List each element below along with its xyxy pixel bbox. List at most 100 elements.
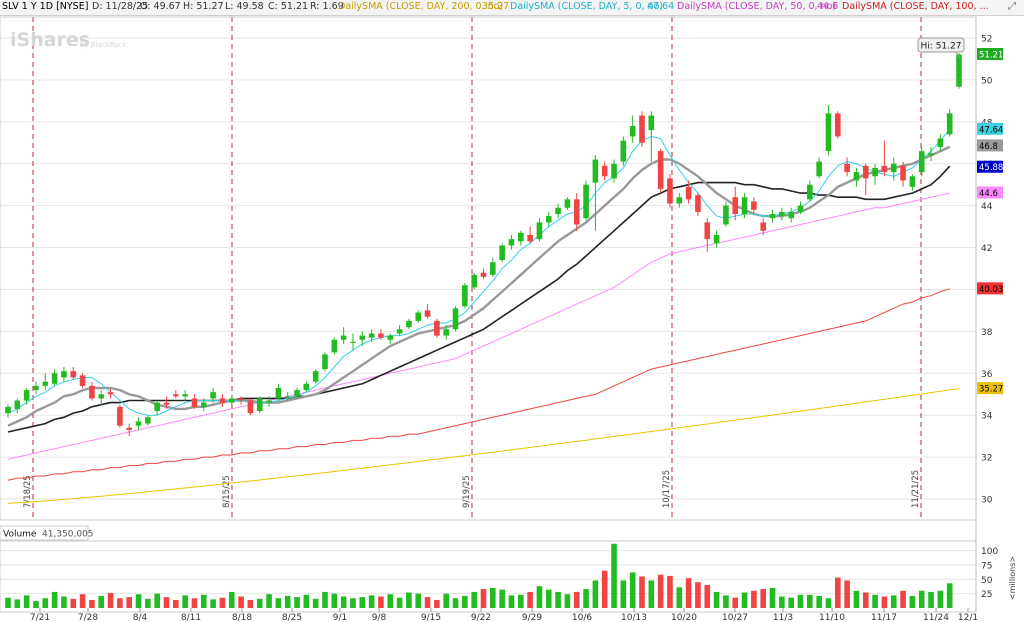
sma100-label[interactable]: DailySMA (CLOSE, DAY, 100, ... — [842, 1, 989, 12]
candle-body — [881, 165, 888, 173]
candle-body — [946, 113, 953, 135]
sma5-value: 47.64 — [647, 1, 675, 12]
volume-bar — [5, 597, 11, 608]
candle-body — [807, 184, 813, 200]
volume-bar — [797, 594, 804, 608]
sma5-line — [7, 128, 951, 416]
volume-bar — [163, 597, 170, 608]
candle-body — [723, 205, 729, 225]
watermark-sub: by BlackRock — [80, 41, 127, 49]
x-tick-label: 11/17 — [871, 613, 897, 622]
volume-bar — [508, 595, 515, 608]
x-tick-label: 10/13 — [621, 613, 647, 622]
volume-bar — [545, 589, 552, 608]
price-tick-label: 42 — [981, 244, 992, 254]
volume-bar — [350, 598, 356, 608]
volume-bar — [779, 596, 785, 608]
close-readout: C: 51.21 — [268, 1, 309, 12]
volume-bar — [667, 575, 673, 608]
x-tick-label: 12/1 — [958, 613, 978, 622]
x-tick-label: 9/1 — [333, 613, 347, 622]
candle-body — [769, 214, 776, 219]
volume-bar — [145, 598, 151, 608]
candle-body — [545, 216, 552, 223]
price-badge — [977, 48, 1003, 61]
volume-bar — [928, 591, 934, 608]
date-readout: D: 11/28/25 — [92, 1, 149, 12]
volume-bar — [704, 585, 711, 608]
volume-bar — [312, 598, 319, 608]
volume-bar — [107, 593, 114, 608]
candle-body — [117, 406, 123, 426]
candle-body — [872, 167, 878, 177]
candle-body — [508, 239, 515, 246]
candle-body — [256, 398, 263, 412]
candle-body — [79, 375, 86, 386]
volume-bar — [573, 591, 580, 608]
candle-body — [741, 197, 748, 215]
volume-bar — [555, 591, 561, 608]
candle-body — [359, 335, 366, 340]
x-tick-label: 11/3 — [773, 613, 793, 622]
sma50-line — [7, 192, 950, 460]
candle-body — [303, 383, 310, 391]
sma50-label[interactable]: DailySMA (CLOSE, DAY, 50, 0, no) — [677, 1, 837, 12]
volume-header: Volume 41,350,005 — [0, 525, 94, 541]
candle-body — [695, 195, 701, 212]
sma20-line — [7, 165, 951, 433]
price-tick-label: 32 — [981, 454, 992, 464]
volume-bar — [751, 590, 757, 608]
price-badge — [977, 160, 1003, 173]
header-bar — [0, 0, 1024, 16]
volume-tick-label: 25 — [981, 590, 992, 600]
candle-body — [797, 205, 804, 212]
candle-body — [517, 232, 524, 242]
candle-body — [219, 398, 226, 403]
candle-body — [396, 329, 403, 334]
candle-body — [732, 197, 739, 215]
volume-bar — [126, 597, 133, 608]
volume-bar — [480, 589, 487, 608]
symbol-label[interactable]: SLV 1 Y 1D [NYSE] — [2, 1, 89, 12]
candle-body — [499, 245, 505, 261]
x-tick-label: 11/10 — [819, 613, 845, 622]
volume-bar — [723, 595, 729, 608]
candle-body — [555, 207, 561, 215]
volume-bar — [182, 595, 188, 608]
sma200-value: 35.27 — [482, 1, 510, 12]
volume-bar — [583, 589, 589, 608]
candle-body — [462, 285, 468, 307]
candle-body — [676, 197, 683, 204]
candle-body — [434, 320, 440, 336]
candle-body — [89, 385, 95, 399]
candle-body — [173, 394, 179, 397]
event-date-label: 7/18/25 — [23, 475, 33, 508]
candle-body — [387, 335, 394, 340]
price-tick-label: 52 — [981, 34, 992, 44]
volume-bar — [70, 598, 77, 608]
candle-body — [191, 398, 198, 407]
price-tick-label: 36 — [981, 370, 993, 380]
volume-bar — [788, 597, 794, 608]
high-readout: H: 51.27 — [183, 1, 224, 12]
volume-bar — [368, 595, 375, 608]
candle-body — [145, 417, 151, 424]
sma200-label[interactable]: DailySMA (CLOSE, DAY, 200, 0, no) — [338, 1, 504, 12]
volume-bar — [834, 577, 841, 608]
candle-body — [471, 274, 477, 288]
price-badge — [977, 139, 1003, 152]
candle-body — [238, 398, 244, 401]
volume-bar — [844, 580, 850, 608]
candle-body — [378, 333, 384, 338]
candle-body — [322, 354, 328, 370]
collapse-icon[interactable]: ⤢ — [1008, 1, 1016, 12]
volume-bar — [51, 591, 58, 608]
volume-bar — [340, 596, 347, 608]
price-badge — [977, 282, 1003, 295]
sma5-label[interactable]: DailySMA (CLOSE, DAY, 5, 0, no) — [510, 1, 664, 12]
candle-body — [23, 390, 30, 401]
price-badge-label: 46.8 — [979, 142, 998, 152]
volume-bar — [452, 598, 459, 608]
candle-body — [862, 165, 869, 179]
volume-bar — [378, 596, 384, 608]
